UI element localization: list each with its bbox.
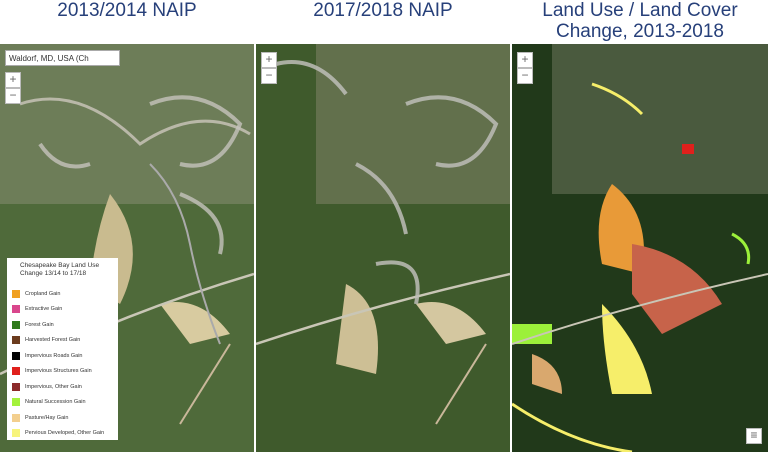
- legend-label: Pasture/Hay Gain: [25, 414, 69, 421]
- panel-title: 2013/2014 NAIP: [57, 0, 197, 21]
- legend-item: Impervious, Other Gain: [12, 379, 113, 395]
- zoom-in[interactable]: +: [261, 52, 277, 68]
- legend-item: Harvested Forest Gain: [12, 333, 113, 349]
- legend-label: Harvested Forest Gain: [25, 337, 81, 344]
- legend-item: Impervious Structures Gain: [12, 364, 113, 380]
- zoom-out[interactable]: −: [5, 88, 21, 104]
- legend-label: Forest Gain: [25, 321, 54, 328]
- legend-label: Impervious Roads Gain: [25, 352, 83, 359]
- legend: Chesapeake Bay Land Use Change 13/14 to …: [7, 258, 118, 440]
- legend-label: Pervious Developed, Other Gain: [25, 430, 105, 437]
- legend-swatch: [12, 367, 20, 376]
- legend-item: Cropland Gain: [12, 286, 113, 302]
- legend-label: Cropland Gain: [25, 290, 61, 297]
- legend-label: Extractive Gain: [25, 306, 63, 313]
- search-box[interactable]: Waldorf, MD, USA (Ch: [5, 50, 120, 66]
- map-2014[interactable]: Waldorf, MD, USA (Ch + − Chesapeake Bay …: [0, 44, 254, 452]
- legend-label: Natural Succession Gain: [25, 399, 86, 406]
- panel-title: Land Use / Land Cover Change, 2013-2018: [542, 0, 738, 42]
- layers-button[interactable]: ≡: [746, 428, 762, 444]
- map-change[interactable]: + − ≡: [512, 44, 768, 452]
- map-2018[interactable]: + −: [256, 44, 510, 452]
- legend-label: Impervious, Other Gain: [25, 383, 82, 390]
- legend-swatch: [12, 305, 20, 314]
- legend-item: Pervious Developed, Other Gain: [12, 426, 113, 442]
- zoom-out[interactable]: −: [261, 68, 277, 84]
- legend-label: Impervious Structures Gain: [25, 368, 92, 375]
- panel-title: 2017/2018 NAIP: [313, 0, 453, 21]
- imagery: [256, 44, 510, 452]
- legend-swatch: [12, 336, 20, 345]
- legend-swatch: [12, 289, 20, 298]
- legend-title: Chesapeake Bay Land Use Change 13/14 to …: [20, 262, 100, 277]
- legend-items: Cropland Gain Extractive Gain Forest Gain H…: [12, 286, 113, 441]
- legend-swatch: [12, 351, 20, 360]
- legend-swatch: [12, 429, 20, 438]
- legend-item: Natural Succession Gain: [12, 395, 113, 411]
- zoom-in[interactable]: +: [517, 52, 533, 68]
- imagery: [512, 44, 768, 452]
- legend-item: Impervious Roads Gain: [12, 348, 113, 364]
- zoom-in[interactable]: +: [5, 72, 21, 88]
- zoom-out[interactable]: −: [517, 68, 533, 84]
- legend-swatch: [12, 413, 20, 422]
- legend-item: Pasture/Hay Gain: [12, 410, 113, 426]
- legend-swatch: [12, 320, 20, 329]
- legend-item: Extractive Gain: [12, 302, 113, 318]
- legend-swatch: [12, 382, 20, 391]
- legend-item: Forest Gain: [12, 317, 113, 333]
- legend-swatch: [12, 398, 20, 407]
